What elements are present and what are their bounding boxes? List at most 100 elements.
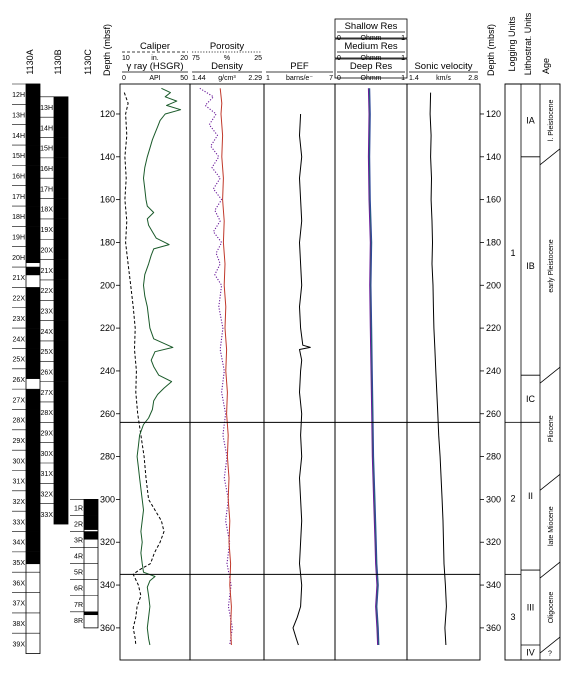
core-label: 8R — [74, 618, 83, 625]
core-recovery — [54, 401, 68, 423]
core-label: 17H — [12, 194, 25, 201]
depth-tick-label: 200 — [100, 280, 115, 290]
header-scale-max: 1 — [401, 35, 405, 42]
depth-tick-label: 180 — [486, 237, 501, 247]
age-label: ? — [548, 651, 552, 658]
core-recovery — [26, 450, 40, 471]
header-scale-unit: Ohmm — [361, 55, 382, 62]
core-recovery — [26, 511, 40, 532]
core-label: 39X — [13, 641, 26, 648]
core-recovery — [26, 368, 40, 379]
core-label: 32X — [13, 499, 26, 506]
core-label: 26X — [13, 377, 26, 384]
core-label: 23X — [13, 316, 26, 323]
core-recovery — [54, 503, 68, 525]
header-scale-max: 50 — [180, 75, 188, 82]
depth-tick-label: 320 — [100, 537, 115, 547]
depth-tick-label: 220 — [100, 323, 115, 333]
core-recovery — [26, 490, 40, 512]
depth-tick-label: 280 — [100, 452, 115, 462]
units-frame — [504, 83, 561, 661]
core-recovery — [26, 389, 40, 410]
lithostrat-unit-label: II — [528, 491, 533, 501]
core-recovery — [54, 361, 68, 382]
header-scale-unit: % — [224, 55, 230, 62]
core-label: 13H — [40, 105, 53, 112]
core-recovery — [26, 145, 40, 166]
core-label: 22X — [41, 288, 54, 295]
core-label: 29X — [13, 438, 26, 445]
core-label: 15H — [40, 146, 53, 153]
depth-tick-label: 360 — [100, 623, 115, 633]
header-scale-unit: API — [149, 75, 160, 82]
core-label: 18H — [12, 214, 25, 221]
header-scale-unit: barns/e⁻ — [286, 75, 313, 82]
depth-axis-right-label: Depth (mbsf) — [486, 24, 496, 76]
age-boundary — [539, 148, 561, 166]
header-scale-max: 7 — [329, 75, 333, 82]
track-frame — [119, 83, 191, 661]
core-recovery — [26, 185, 40, 207]
core-label: 31X — [13, 479, 26, 486]
core-label: 24X — [13, 336, 26, 343]
curve-resistivity-1 — [367, 88, 379, 646]
core-recovery — [54, 96, 68, 118]
depth-axis-right: Depth (mbsf) 120 140 160 180 200 220 240 260 280… — [480, 24, 501, 633]
core-label: 19H — [12, 235, 25, 242]
logging-unit-label: 3 — [510, 612, 515, 622]
core-label: 27X — [41, 390, 54, 397]
curve-pef-0 — [292, 113, 311, 646]
age-heading: Age — [541, 58, 551, 74]
core-recovery — [26, 429, 40, 451]
core-label: 21X — [13, 275, 26, 282]
header-scale-max: 1 — [401, 75, 405, 82]
core-label: 6R — [74, 586, 83, 593]
track-curves — [123, 87, 447, 646]
track-series-name: γ ray (HSGR) — [127, 61, 184, 72]
core-recovery — [54, 422, 68, 443]
core-label: 12H — [12, 92, 25, 99]
header-scale-min: 0 — [337, 75, 341, 82]
track-series-name: Shallow Res — [345, 21, 398, 32]
track-series-name: Caliper — [140, 41, 170, 52]
core-recovery — [26, 287, 40, 308]
lithostrat-unit-label: IV — [526, 648, 535, 658]
lithostrat-units-heading: Lithostrat. Units — [523, 12, 533, 75]
core-recovery — [54, 463, 68, 484]
track-series-name: Density — [211, 61, 243, 72]
curve-density-1 — [219, 88, 232, 646]
curve-density-0 — [199, 87, 233, 646]
depth-tick-label: 260 — [100, 409, 115, 419]
core-label: 14H — [12, 133, 25, 140]
header-scale-unit: in. — [151, 55, 158, 62]
core-label: 16H — [40, 166, 53, 173]
depth-tick-label: 300 — [486, 494, 501, 504]
header-scale-min: 10 — [122, 55, 130, 62]
header-box — [334, 18, 408, 39]
core-label: 24X — [41, 329, 54, 336]
core-recovery — [26, 84, 40, 105]
logging-units-heading: Logging Units — [507, 16, 517, 72]
depth-axis-left: Depth (mbsf) 120 140 160 180 200 220 240 260 280… — [100, 24, 120, 633]
header-scale-min: 1.4 — [409, 75, 419, 82]
depth-tick-label: 280 — [486, 452, 501, 462]
core-recovery — [54, 198, 68, 219]
core-recovery — [54, 442, 68, 464]
hole-columns: 1130A 12H 13H 14H 15H 16H 17H 18H 19H 20H 21X 22X 23… — [12, 49, 99, 654]
track-series-name: PEF — [290, 61, 309, 72]
age-boundary — [539, 561, 561, 579]
core-recovery — [26, 124, 40, 146]
depth-tick-label: 340 — [486, 580, 501, 590]
depth-tick-label: 180 — [100, 237, 115, 247]
core-recovery — [54, 117, 68, 138]
depth-tick-label: 220 — [486, 323, 501, 333]
core-recovery — [54, 218, 68, 240]
core-label: 29X — [41, 430, 54, 437]
core-label: 7R — [74, 602, 83, 609]
core-label: 21X — [41, 268, 54, 275]
depth-tick-label: 240 — [100, 366, 115, 376]
core-label: 35X — [13, 560, 26, 567]
core-recovery — [26, 104, 40, 125]
header-scale-unit: Ohmm — [361, 75, 382, 82]
